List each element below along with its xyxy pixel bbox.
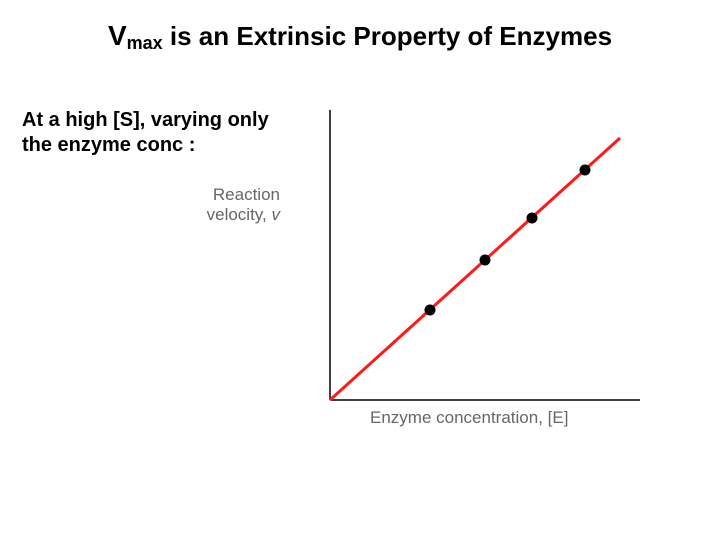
slide-title: Vmax is an Extrinsic Property of Enzymes — [0, 20, 720, 54]
caption-line1: At a high [S], varying only — [22, 109, 269, 131]
data-point — [425, 305, 436, 316]
ylabel-line2a: velocity, — [207, 205, 272, 224]
x-axis-label: Enzyme concentration, [E] — [370, 408, 568, 428]
caption-line2: the enzyme conc : — [22, 134, 195, 156]
ylabel-line1: Reaction — [213, 185, 280, 204]
chart-svg — [300, 100, 640, 410]
ylabel-line2b: v — [272, 205, 281, 224]
title-v: V — [108, 20, 127, 51]
title-rest: is an Extrinsic Property of Enzymes — [163, 21, 612, 51]
trend-line — [330, 138, 620, 400]
data-point — [580, 165, 591, 176]
data-point — [480, 255, 491, 266]
y-axis-label: Reaction velocity, v — [160, 185, 280, 226]
slide: Vmax is an Extrinsic Property of Enzymes… — [0, 0, 720, 540]
caption-text: At a high [S], varying only the enzyme c… — [22, 108, 269, 158]
title-sub: max — [127, 33, 163, 53]
data-point — [527, 213, 538, 224]
